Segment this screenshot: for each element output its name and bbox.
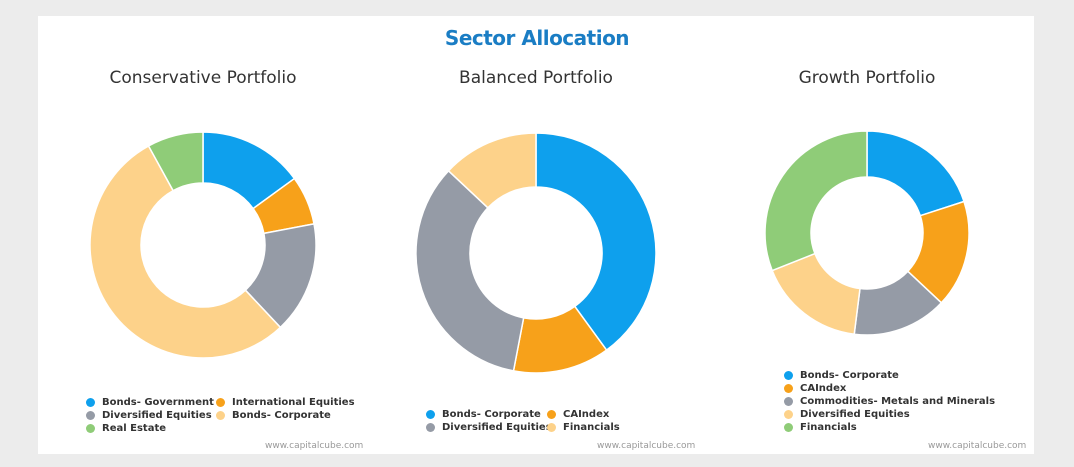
page-title: Sector Allocation <box>444 26 630 50</box>
legend-item[interactable]: International Equities <box>216 397 355 408</box>
legend-dot-icon <box>784 371 793 380</box>
legend-label: Bonds- Corporate <box>232 410 331 421</box>
legend-item[interactable]: Diversified Equities <box>784 409 910 420</box>
legend-label: Financials <box>563 422 620 433</box>
legend-item[interactable]: CAIndex <box>547 409 609 420</box>
legend-label: CAIndex <box>800 383 847 394</box>
legend-item[interactable]: Financials <box>547 422 620 433</box>
legend-dot-icon <box>86 398 95 407</box>
legend-item[interactable]: Bonds- Corporate <box>426 409 541 420</box>
legend-dot-icon <box>426 410 435 419</box>
legend-dot-icon <box>784 410 793 419</box>
legend-label: Diversified Equities <box>800 409 910 420</box>
legend-dot-icon <box>784 397 793 406</box>
legend-item[interactable]: Diversified Equities <box>86 410 212 421</box>
legend-label: International Equities <box>232 397 355 408</box>
legend-label: Diversified Equities <box>102 410 212 421</box>
legend-item[interactable]: Real Estate <box>86 423 166 434</box>
legend-dot-icon <box>86 424 95 433</box>
legend-label: Bonds- Corporate <box>800 370 899 381</box>
legend-dot-icon <box>86 411 95 420</box>
legend-item[interactable]: Financials <box>784 422 857 433</box>
chart-title-conservative: Conservative Portfolio <box>109 68 297 88</box>
legend-dot-icon <box>216 398 225 407</box>
donut-slice-financials[interactable] <box>447 132 537 209</box>
donut-slice-bonds-corporate[interactable] <box>866 130 965 217</box>
legend-item[interactable]: Bonds- Corporate <box>784 370 899 381</box>
legend-label: Financials <box>800 422 857 433</box>
legend-item[interactable]: Bonds- Corporate <box>216 410 331 421</box>
donut-slice-financials[interactable] <box>764 130 868 272</box>
legend-item[interactable]: Diversified Equities <box>426 422 552 433</box>
legend-item[interactable]: CAIndex <box>784 383 846 394</box>
legend-dot-icon <box>784 384 793 393</box>
donut-slice-bonds-corporate[interactable] <box>89 144 282 359</box>
chart-title-growth: Growth Portfolio <box>798 68 936 88</box>
chart-card <box>38 16 1034 454</box>
legend-item[interactable]: Commodities- Metals and Minerals <box>784 396 995 407</box>
legend-dot-icon <box>426 423 435 432</box>
legend-label: Diversified Equities <box>442 422 552 433</box>
donut-slice-real-estate[interactable] <box>147 131 204 192</box>
legend-item[interactable]: Bonds- Government <box>86 397 214 408</box>
legend-label: CAIndex <box>563 409 610 420</box>
legend-dot-icon <box>216 411 225 420</box>
legend-dot-icon <box>547 410 556 419</box>
legend-label: Bonds- Government <box>102 397 214 408</box>
donut-slice-bonds-corporate[interactable] <box>535 132 657 352</box>
legend-dot-icon <box>784 423 793 432</box>
chart-title-balanced: Balanced Portfolio <box>459 68 613 88</box>
watermark: www.capitalcube.com <box>265 441 364 451</box>
legend-label: Real Estate <box>102 423 167 434</box>
watermark: www.capitalcube.com <box>928 441 1027 451</box>
donut-slice-diversified-equities[interactable] <box>415 169 525 372</box>
legend-dot-icon <box>547 423 556 432</box>
legend-label: Bonds- Corporate <box>442 409 541 420</box>
legend-label: Commodities- Metals and Minerals <box>800 396 996 407</box>
watermark: www.capitalcube.com <box>597 441 696 451</box>
